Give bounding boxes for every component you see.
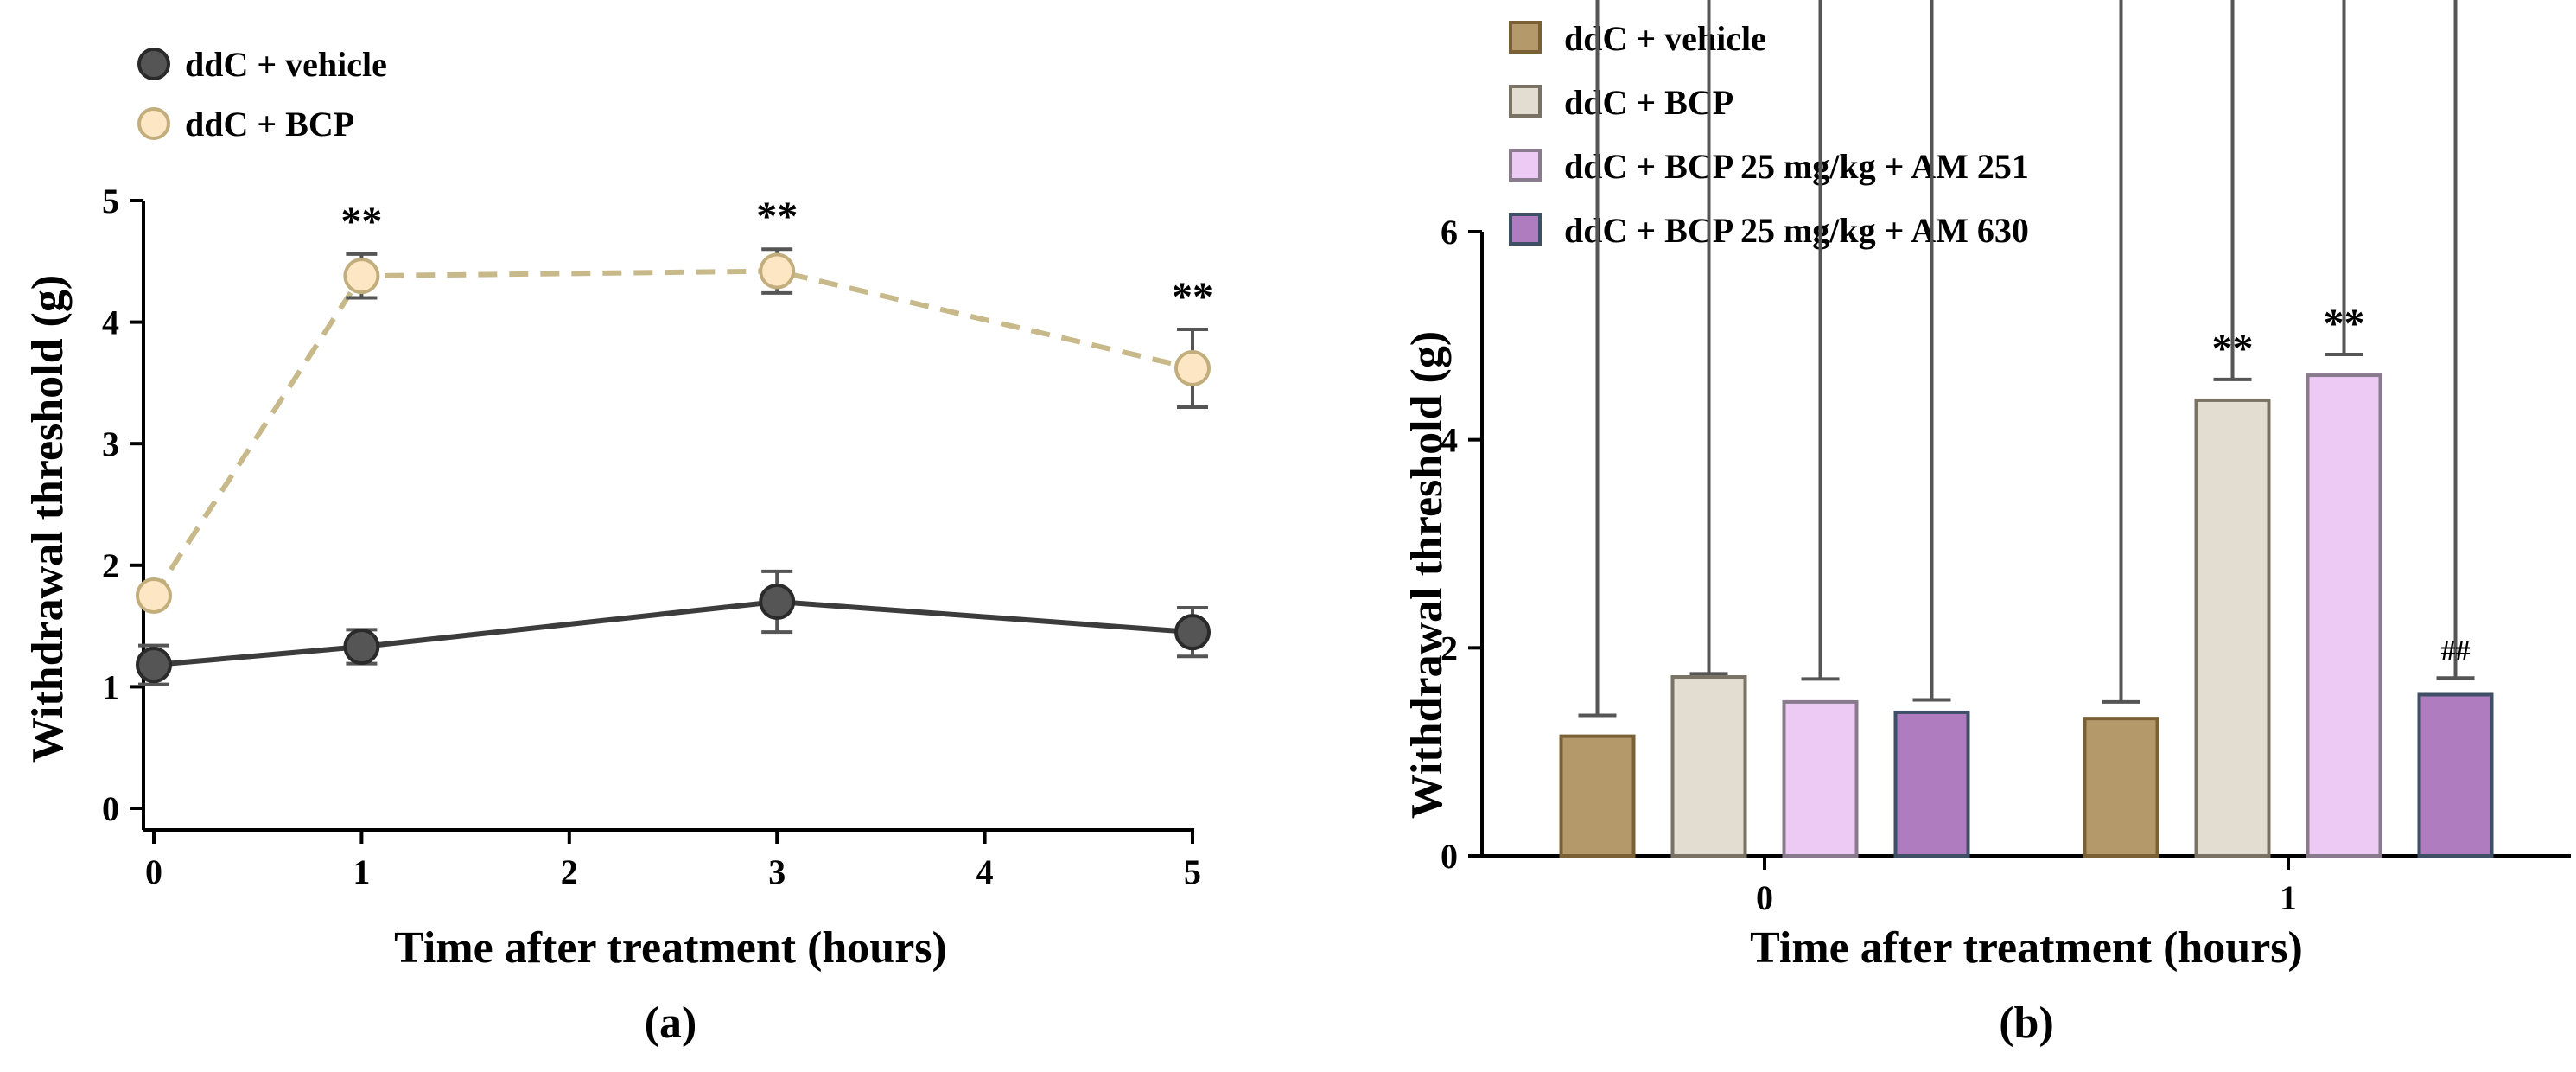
x-tick-label-a: 3 (768, 852, 786, 891)
ticks-b: 0 2 4 6 0 1 (1441, 213, 2297, 917)
y-tick-label-b: 4 (1441, 421, 1458, 460)
y-tick-label-a: 5 (102, 182, 119, 220)
y-tick-label-a: 0 (102, 789, 119, 828)
x-tick-label-a: 1 (353, 852, 370, 891)
significance-label: ** (340, 199, 382, 245)
bar-bcp (1670, 675, 1747, 858)
y-tick-label-a: 2 (102, 546, 119, 585)
legend-b-bcp-swatch (1509, 85, 1542, 118)
series-line-vehicle (153, 598, 1193, 668)
y-axis-a-label: Withdrawal threshold (g) (23, 275, 73, 763)
legend-b-am251-swatch (1509, 149, 1542, 182)
panel-b-label: (b) (1999, 999, 2054, 1048)
legend-b-vehicle-swatch (1509, 21, 1542, 54)
y-tick-label-a: 1 (102, 667, 119, 706)
panel-a-label: (a) (645, 999, 697, 1048)
legend-a-bcp-marker (137, 107, 170, 140)
legend-a: ddC + vehicle ddC + BCP (137, 45, 387, 144)
legend-b-am251-label: ddC + BCP 25 mg/kg + AM 251 (1564, 147, 2029, 186)
bar-bcp (2194, 398, 2271, 858)
legend-b-bcp-label: ddC + BCP (1564, 83, 1733, 122)
y-tick-label-a: 3 (102, 424, 119, 463)
data-point-vehicle (343, 629, 380, 666)
bar-am251 (1782, 699, 1859, 858)
y-tick-label-b: 2 (1441, 629, 1458, 667)
data-point-bcp (1174, 350, 1211, 387)
bar-vehicle (1559, 734, 1636, 858)
data-point-bcp (343, 258, 380, 295)
bar-am630 (1893, 710, 1970, 858)
x-tick-label-a: 4 (976, 852, 994, 891)
bars-b: ** ** ## (1559, 0, 2494, 858)
x-tick-label-b: 1 (2280, 878, 2297, 917)
legend-b-am630-swatch (1509, 213, 1542, 246)
bar-vehicle (2083, 717, 2159, 858)
legend-b-am630-label: ddC + BCP 25 mg/kg + AM 630 (1564, 211, 2029, 250)
y-tick-label-a: 4 (102, 303, 119, 342)
legend-a-vehicle-marker (137, 48, 170, 80)
x-tick-label-a: 0 (145, 852, 162, 891)
x-tick-label-a: 5 (1184, 852, 1201, 891)
panel-b-bar-chart: ddC + vehicle ddC + BCP ddC + BCP 25 mg/… (1402, 0, 2571, 1048)
significance-label: ** (1172, 274, 1213, 320)
bar-am251 (2306, 373, 2382, 858)
significance-label: ** (2324, 301, 2365, 347)
legend-a-vehicle-label: ddC + vehicle (185, 45, 387, 84)
series-a: ** ** ** (136, 194, 1213, 686)
x-tick-label-a: 2 (561, 852, 578, 891)
x-axis-a-label: Time after treatment (hours) (394, 923, 947, 973)
y-axis-b-label: Withdrawal threshold (g) (1402, 331, 1452, 819)
significance-label: ** (756, 194, 798, 239)
ticks-a: 0 1 2 3 4 5 0 1 2 3 4 5 (102, 182, 1201, 891)
data-point-vehicle (136, 647, 172, 684)
data-point-vehicle (1174, 614, 1211, 651)
bar-am630 (2417, 692, 2494, 858)
data-point-bcp (136, 577, 172, 614)
significance-label: ** (2212, 326, 2254, 372)
x-tick-label-b: 0 (1756, 878, 1773, 917)
legend-b: ddC + vehicle ddC + BCP ddC + BCP 25 mg/… (1509, 19, 2029, 250)
y-tick-label-b: 0 (1441, 837, 1458, 876)
data-point-bcp (759, 252, 796, 290)
significance-label: ## (2441, 635, 2471, 667)
legend-b-vehicle-label: ddC + vehicle (1564, 19, 1766, 58)
x-axis-b-label: Time after treatment (hours) (1750, 923, 2303, 973)
y-tick-label-b: 6 (1441, 213, 1458, 252)
legend-a-bcp-label: ddC + BCP (185, 105, 354, 144)
series-line-bcp (151, 268, 1193, 597)
data-point-vehicle (759, 583, 796, 620)
